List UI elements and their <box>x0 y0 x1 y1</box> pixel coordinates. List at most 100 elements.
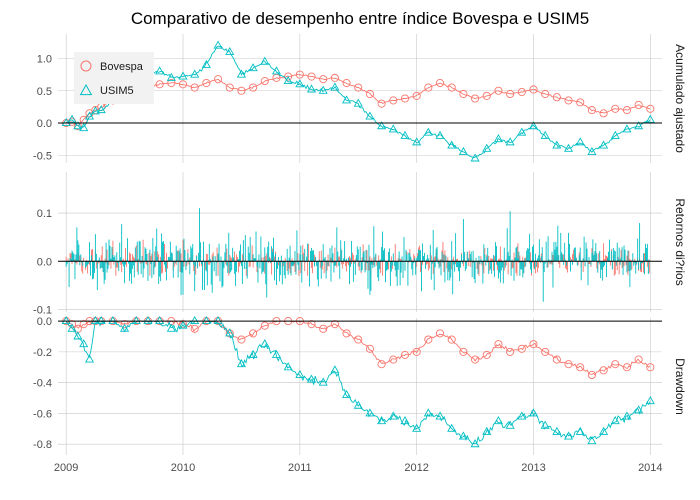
panel-3-usim5-point <box>73 331 83 340</box>
panel-1-bovespa-point <box>517 88 526 97</box>
panel-1-usim5-point <box>458 146 468 156</box>
panel-1-bovespa-point <box>237 86 246 95</box>
panel-1-bovespa-point <box>459 89 468 99</box>
panel-3-bovespa-point <box>120 320 129 329</box>
x-tick-label: 2014 <box>638 462 662 474</box>
panel-1-usim5-point <box>330 82 340 91</box>
panel-3-bovespa-point <box>646 363 655 372</box>
panel-1-bovespa-point <box>435 78 445 88</box>
x-tick-label: 2009 <box>54 462 78 474</box>
panel-3-usim5-point <box>271 349 282 358</box>
panel-1-bovespa-point <box>482 91 491 100</box>
panel-1-usim5-point <box>201 59 211 68</box>
panel-3-usim5-point <box>517 411 527 420</box>
panel-3-bovespa-point <box>190 324 199 333</box>
panel-1-usim5-point <box>96 104 106 114</box>
panel-1-usim5-point <box>505 137 515 146</box>
panel-3-bovespa-point <box>482 350 491 359</box>
panel-1-usim5-point <box>271 66 282 75</box>
panel-1-usim5-point <box>90 106 100 115</box>
panel-3-usim5-point <box>377 416 387 425</box>
panel-1-usim5-point <box>166 72 176 81</box>
panel-3-usim5-point <box>563 431 574 440</box>
panel-3-usim5-point <box>178 320 188 329</box>
panel-1-usim5-point <box>423 127 433 136</box>
panel-3-usim5-point <box>283 362 293 371</box>
panel-3-bovespa-point <box>249 329 258 338</box>
panel-3-bovespa-point <box>506 347 515 356</box>
panel-3-usim5-point <box>108 315 118 325</box>
panel-3-usim5-point <box>552 426 562 435</box>
panel-1-bovespa-point <box>342 78 351 88</box>
panel-2-y-tick-label: 0.1 <box>37 208 52 220</box>
legend: Bovespa USIM5 <box>74 52 154 104</box>
panel-1-usim5-point <box>528 121 539 130</box>
panel-1-bovespa-point <box>295 70 304 79</box>
panel-3-usim5-point <box>599 426 609 435</box>
panel-1-usim5-point <box>342 95 352 104</box>
panel-3-usim5-point <box>342 389 352 398</box>
panel-1-usim5-point <box>365 111 375 120</box>
panel-1-y-tick-label: 0.0 <box>37 118 52 130</box>
panel-3-y-tick-label: -0.8 <box>33 439 52 451</box>
panel-3-y-tick-label: 0.0 <box>37 316 52 328</box>
panel-1-bovespa-point <box>249 83 258 92</box>
panel-3-bovespa-point <box>178 320 188 329</box>
panel-3-bovespa-point <box>319 324 328 333</box>
facet-strips: Acumulado ajustado Retornos di?rios Drawdo… <box>673 44 687 415</box>
panel-1-usim5-point <box>178 71 188 80</box>
panel-1-usim5-point <box>377 121 387 130</box>
panel-3-usim5-point <box>353 400 363 409</box>
panel-1-usim5-point <box>622 124 632 133</box>
panel-1-bovespa-point <box>167 78 176 88</box>
panel-3-bovespa-point <box>471 355 480 364</box>
panel-3-usim5-point <box>458 431 468 440</box>
panel-3-bovespa-point <box>576 363 585 372</box>
panel-1-bovespa-point <box>307 72 316 81</box>
panel-3-bovespa-point <box>435 329 445 338</box>
panel-3-usim5-point <box>528 408 539 417</box>
panel-1-usim5-point <box>412 137 422 146</box>
panel-1-bovespa-point <box>494 86 503 95</box>
panel-1-y-tick-label: 0.5 <box>37 86 52 98</box>
panel-3-usim5-point <box>225 328 235 337</box>
panel-1-bovespa-point <box>214 75 223 84</box>
panel-2-y-tick-label: -0.1 <box>33 305 52 317</box>
panel-1-bovespa-point <box>155 80 164 89</box>
panel-3-usim5-point <box>67 323 77 332</box>
panel-3-usim5-point <box>493 416 503 425</box>
panel-3-bovespa-point <box>342 329 351 338</box>
panel-1-y-tick-label: -0.5 <box>33 150 52 162</box>
panel-3-bovespa-point <box>622 363 632 372</box>
panel-1-usim5-point <box>587 146 597 156</box>
x-tick-label: 2013 <box>521 462 545 474</box>
panel-3-usim5-point <box>84 354 95 363</box>
panel-3-usim5-point <box>61 315 71 325</box>
panel-1-bovespa-point <box>365 89 374 99</box>
panel-1-usim5-point <box>599 140 609 149</box>
panel-1-usim5-point <box>213 40 223 49</box>
panel-3-bovespa-point <box>541 347 550 356</box>
panel-1-bovespa-point <box>389 96 398 105</box>
panel-1-bovespa-point <box>599 109 608 118</box>
panel-3-usim5-point <box>482 426 492 435</box>
legend-label-usim5: USIM5 <box>100 85 134 97</box>
panel-3-usim5-point <box>318 377 328 386</box>
panel-3-usim5-point <box>131 315 141 325</box>
panel-3-usim5-point <box>540 420 550 429</box>
panel-3-usim5-point <box>587 436 597 445</box>
panel-1-bovespa-point <box>576 98 585 107</box>
panel-3-bovespa-point <box>599 366 608 375</box>
panel-3-usim5-point <box>90 315 100 325</box>
panel-3-usim5-point <box>96 315 106 325</box>
panel-3-usim5-line <box>65 320 651 445</box>
panel-1-bovespa-point <box>178 80 188 89</box>
legend-label-bovespa: Bovespa <box>100 61 144 73</box>
panel-3-usim5-point <box>330 365 340 374</box>
panel-1-usim5-point <box>388 124 398 133</box>
panel-1-bovespa-point <box>646 104 655 113</box>
panel-1-usim5-point <box>563 143 574 152</box>
panel-1-bovespa-point <box>541 89 550 99</box>
panel-3-usim5-point <box>190 315 200 325</box>
panel-1-bovespa-point <box>587 106 596 115</box>
